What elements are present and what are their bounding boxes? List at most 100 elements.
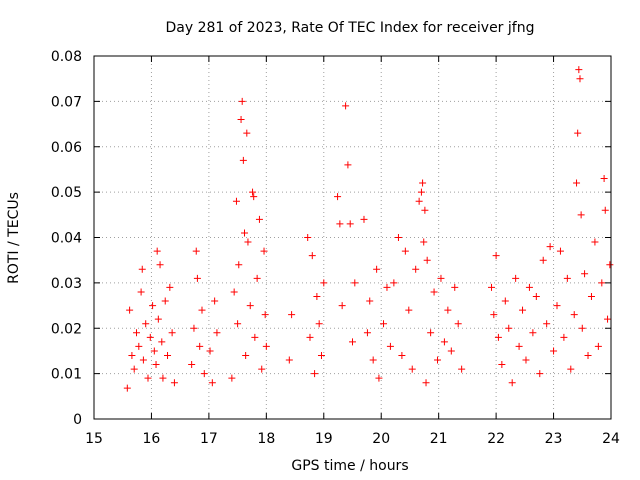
data-point [135,342,143,350]
data-point [600,175,608,183]
grid-lines [94,56,611,419]
y-axis-label: ROTI / TECUs [6,192,22,284]
data-point [490,311,498,319]
data-point [241,229,249,237]
data-point [315,320,323,328]
data-point [351,279,359,287]
data-point [198,306,206,314]
data-point [390,279,398,287]
data-point [454,320,462,328]
data-point [308,252,316,260]
data-point [508,379,516,387]
plot-frame [93,55,612,420]
data-point [126,306,134,314]
y-tick-label: 0.01 [51,367,82,383]
data-point [211,297,219,305]
y-tick-label: 0.04 [51,231,82,247]
data-point [253,274,261,282]
data-point [587,292,595,300]
x-tick-label: 20 [372,431,390,447]
data-point [525,283,533,291]
data-point [363,329,371,337]
data-point [161,297,169,305]
data-point [383,283,391,291]
data-point [239,156,247,164]
x-tick-label: 16 [143,431,161,447]
data-point [553,302,561,310]
data-point [458,365,466,373]
x-tick-label: 15 [85,431,103,447]
data-point [515,342,523,350]
data-point [246,302,254,310]
data-point [128,351,136,359]
data-point [536,370,544,378]
data-point [258,365,266,373]
data-point [156,261,164,269]
x-axis-label: GPS time / hours [291,458,408,474]
data-point [360,215,368,223]
data-point [313,292,321,300]
data-point [575,66,583,74]
data-point [570,311,578,319]
data-point [168,329,176,337]
data-point [306,333,314,341]
data-point [346,220,354,228]
data-point [285,356,293,364]
data-point [423,256,431,264]
data-point [578,324,586,332]
data-point [412,265,420,273]
data-point [133,329,141,337]
data-point [152,361,160,369]
data-point [415,197,423,205]
data-point [234,320,242,328]
x-tick-label: 22 [487,431,505,447]
data-point [380,320,388,328]
data-point [255,215,263,223]
data-point [498,361,506,369]
data-point [154,315,162,323]
data-point [342,102,350,110]
x-tick-label: 24 [602,431,620,447]
y-tick-label: 0.08 [51,49,82,65]
axis-ticks [93,55,612,420]
data-point [261,311,269,319]
data-point [529,329,537,337]
data-point [159,374,167,382]
data-point [427,329,435,337]
data-point [250,193,258,201]
data-point [420,238,428,246]
data-point [421,206,429,214]
data-point [208,379,216,387]
data-point [349,338,356,346]
data-point [334,193,342,201]
data-point [344,161,352,169]
data-point [601,206,609,214]
data-point [213,329,221,337]
data-point [594,342,602,350]
data-point [317,351,325,359]
data-point [591,238,599,246]
data-point [304,234,312,241]
data-point [386,342,394,350]
data-point [153,247,161,255]
data-point [200,370,208,378]
y-tick-label: 0 [73,412,82,428]
data-point [366,297,374,305]
data-point [505,324,513,332]
data-point [606,261,614,269]
data-point [188,361,196,369]
data-point [556,247,564,255]
data-point [230,288,238,296]
data-point [164,351,172,359]
data-point [242,351,250,359]
data-point [369,356,377,364]
y-tick-label: 0.03 [51,276,82,292]
data-point [492,252,500,260]
data-point [434,356,442,364]
data-point [447,347,455,355]
data-point [130,365,138,373]
data-point [560,333,568,341]
data-point [567,365,575,373]
data-point [244,238,252,246]
